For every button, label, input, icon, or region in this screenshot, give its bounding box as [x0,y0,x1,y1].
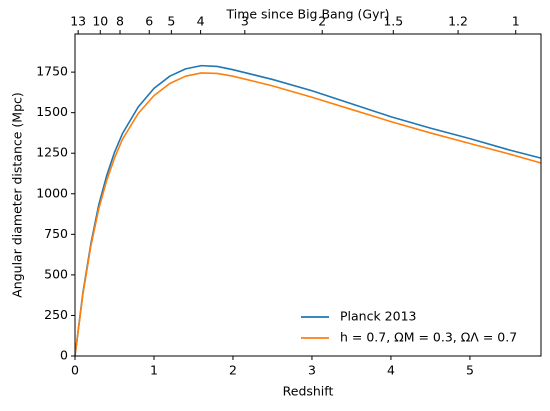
x-tick-label: 3 [308,363,316,378]
top-tick-label: 10 [92,14,108,29]
y-tick-label: 250 [44,307,68,322]
top-tick-label: 1.2 [448,14,468,29]
x-tick-label: 0 [71,363,79,378]
y-tick-label: 1250 [36,145,68,160]
x-axis-label: Redshift [283,384,334,399]
top-tick-label: 13 [70,14,86,29]
top-tick-label: 1.5 [383,14,403,29]
y-axis-label: Angular diameter distance (Mpc) [10,92,25,298]
line-series [74,64,542,357]
x-tick-label: 2 [229,363,237,378]
top-tick-label: 6 [145,14,153,29]
top-tick-label: 1 [512,14,520,29]
top-tick-label: 5 [167,14,175,29]
x-tick-label: 1 [150,363,158,378]
y-tick-label: 1750 [36,64,68,79]
y-tick-label: 500 [44,266,68,281]
top-tick-label: 4 [197,14,205,29]
legend-label: Planck 2013 [340,309,417,324]
top-tick-label: 3 [241,14,249,29]
y-tick-label: 1500 [36,104,68,119]
top-axis-label: Time since Big Bang (Gyr) [225,7,389,22]
y-tick-label: 1000 [36,185,68,200]
line-series [74,72,542,357]
plot-frame [74,33,542,357]
y-tick-label: 0 [60,348,68,363]
legend-label: h = 0.7, ΩM = 0.3, ΩΛ = 0.7 [340,330,517,345]
y-tick-label: 750 [44,226,68,241]
x-tick-label: 5 [466,363,474,378]
x-tick-label: 4 [387,363,395,378]
top-tick-label: 8 [116,14,124,29]
top-tick-label: 2 [318,14,326,29]
